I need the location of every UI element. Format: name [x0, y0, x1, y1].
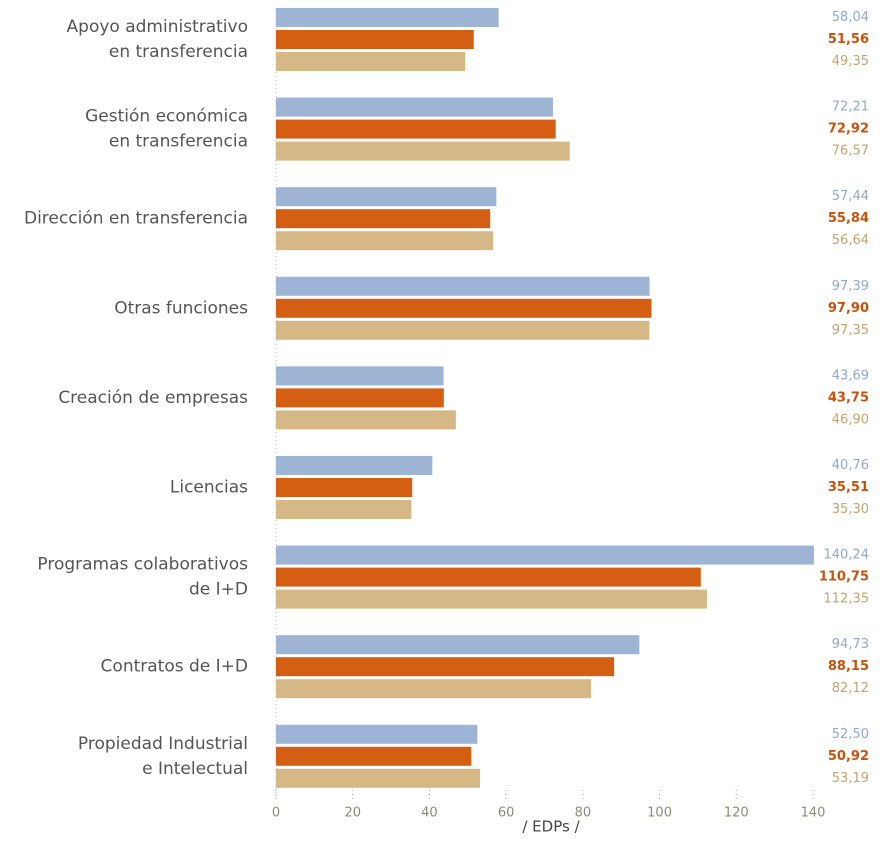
x-tick-label: 40 — [421, 806, 438, 821]
value-label: 140,24 — [824, 548, 870, 563]
category-label: Apoyo administrativo — [67, 17, 248, 37]
x-tick-label: 0 — [272, 806, 280, 821]
value-label: 43,75 — [828, 390, 869, 405]
bar — [276, 141, 570, 161]
x-tick-label: 60 — [498, 806, 515, 821]
bar — [276, 388, 444, 408]
value-label: 97,39 — [832, 279, 869, 294]
bar — [276, 366, 444, 386]
category-label: Gestión económica — [85, 107, 248, 127]
category-label: Contratos de I+D — [101, 657, 248, 677]
value-label: 51,56 — [828, 32, 869, 47]
category-label: Creación de empresas — [58, 388, 248, 408]
bar — [276, 589, 707, 609]
bar — [276, 119, 556, 139]
bar — [276, 657, 615, 677]
value-label: 97,35 — [832, 323, 869, 338]
bar — [276, 320, 650, 340]
value-label: 53,19 — [832, 771, 869, 786]
x-axis-title: / EDPs / — [522, 818, 580, 836]
value-label: 97,90 — [828, 301, 869, 316]
category-label: Dirección en transferencia — [24, 209, 248, 229]
value-label: 56,64 — [832, 233, 869, 248]
value-label: 55,84 — [828, 211, 869, 226]
value-label: 82,12 — [832, 681, 869, 696]
category-label: Propiedad Industrial — [78, 734, 248, 754]
x-tick-label: 20 — [344, 806, 361, 821]
bar — [276, 768, 481, 788]
value-label: 94,73 — [832, 637, 869, 652]
value-label: 50,92 — [828, 749, 869, 764]
value-label: 40,76 — [832, 458, 869, 473]
category-label: Otras funciones — [114, 298, 248, 318]
x-tick-label: 80 — [575, 806, 592, 821]
bar — [276, 231, 494, 251]
bar — [276, 30, 474, 49]
bar — [276, 276, 650, 296]
bar — [276, 724, 478, 744]
bar — [276, 679, 591, 699]
value-label: 49,35 — [832, 54, 869, 69]
value-label: 88,15 — [828, 659, 869, 674]
bar — [276, 410, 456, 430]
category-label: Programas colaborativos — [37, 555, 248, 575]
bar — [276, 97, 553, 117]
value-label: 112,35 — [824, 592, 870, 607]
x-tick-label: 120 — [724, 806, 749, 821]
category-label: en transferencia — [109, 42, 248, 62]
value-label: 35,30 — [832, 502, 869, 517]
bar — [276, 635, 640, 655]
bar — [276, 209, 491, 229]
bar — [276, 478, 413, 497]
category-label: Licencias — [170, 478, 248, 498]
bar — [276, 8, 499, 27]
x-tick-label: 140 — [801, 806, 826, 821]
value-label: 35,51 — [828, 480, 869, 495]
bar — [276, 545, 814, 565]
value-label: 52,50 — [832, 727, 869, 742]
category-label: e Intelectual — [142, 759, 248, 779]
bar — [276, 500, 412, 519]
value-label: 110,75 — [819, 570, 869, 585]
value-label: 58,04 — [832, 10, 869, 25]
value-label: 57,44 — [832, 189, 869, 204]
bar — [276, 746, 472, 766]
x-tick-label: 100 — [647, 806, 672, 821]
value-label: 72,21 — [832, 100, 869, 115]
category-label: de I+D — [189, 580, 248, 600]
bar — [276, 52, 466, 71]
value-label: 43,69 — [832, 368, 869, 383]
value-label: 72,92 — [828, 122, 869, 137]
bar — [276, 456, 433, 475]
bar — [276, 187, 497, 207]
bar — [276, 298, 652, 318]
value-label: 76,57 — [832, 144, 869, 159]
category-label: en transferencia — [109, 132, 248, 152]
bar — [276, 567, 701, 587]
value-label: 46,90 — [832, 412, 869, 427]
